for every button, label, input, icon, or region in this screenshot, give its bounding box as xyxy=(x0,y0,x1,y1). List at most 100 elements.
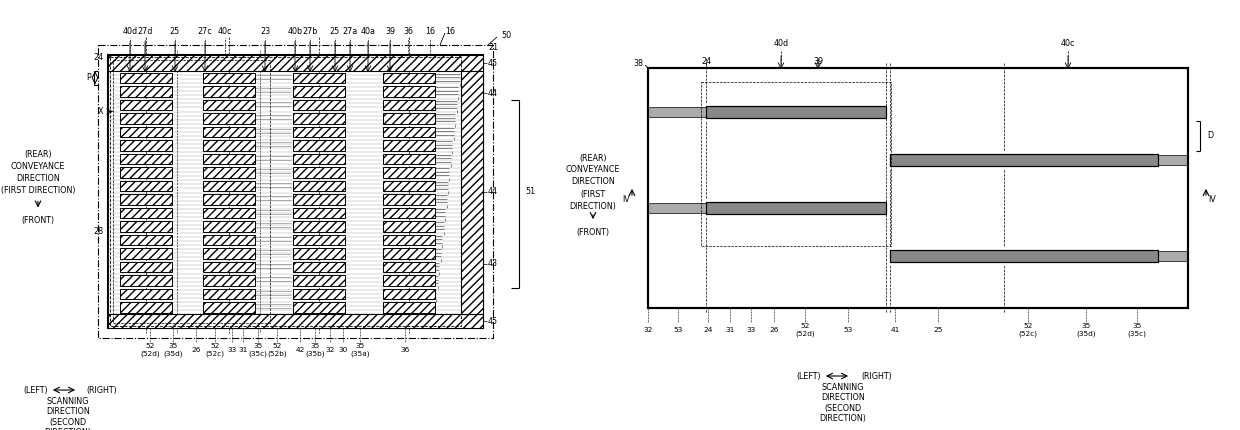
Bar xyxy=(120,275,172,286)
Bar xyxy=(706,202,887,214)
Text: 21: 21 xyxy=(489,43,498,52)
Bar xyxy=(203,194,255,205)
Bar xyxy=(203,167,255,178)
Text: 31: 31 xyxy=(725,327,734,333)
Text: 26: 26 xyxy=(769,327,779,333)
Text: 40b: 40b xyxy=(288,27,303,36)
Bar xyxy=(293,261,345,272)
Text: 24: 24 xyxy=(93,52,103,61)
Text: 24: 24 xyxy=(703,327,713,333)
Text: 26: 26 xyxy=(191,347,201,353)
Text: 35
(35c): 35 (35c) xyxy=(1127,323,1147,337)
Text: 35
(35d): 35 (35d) xyxy=(1076,323,1096,337)
Text: 33: 33 xyxy=(746,327,755,333)
Text: 27d: 27d xyxy=(138,27,153,36)
Bar xyxy=(120,140,172,150)
Bar xyxy=(293,113,345,123)
Bar xyxy=(293,154,345,164)
Text: CONVEYANCE: CONVEYANCE xyxy=(11,162,66,171)
Text: (RIGHT): (RIGHT) xyxy=(862,372,893,381)
Bar xyxy=(383,302,435,313)
Bar xyxy=(203,126,255,137)
Bar xyxy=(120,248,172,258)
Bar xyxy=(203,140,255,150)
Text: 32: 32 xyxy=(325,347,335,353)
Bar xyxy=(110,57,461,326)
Bar xyxy=(120,208,172,218)
Bar xyxy=(108,55,484,328)
Bar xyxy=(120,221,172,231)
Bar xyxy=(203,302,255,313)
Bar xyxy=(890,246,1158,264)
Text: 31: 31 xyxy=(238,347,248,353)
Text: 39: 39 xyxy=(813,56,823,65)
Bar xyxy=(293,208,345,218)
Bar xyxy=(649,107,706,117)
Bar xyxy=(120,234,172,245)
Text: DIRECTION): DIRECTION) xyxy=(820,414,867,423)
Text: 52
(52c): 52 (52c) xyxy=(206,343,224,357)
Text: 33: 33 xyxy=(227,347,237,353)
Text: DIRECTION): DIRECTION) xyxy=(569,202,616,211)
Bar xyxy=(293,194,345,205)
Bar xyxy=(120,261,172,272)
Bar xyxy=(383,73,435,83)
Text: 24: 24 xyxy=(701,56,711,65)
Bar xyxy=(890,154,1158,166)
Bar xyxy=(383,126,435,137)
Text: 52
(52d): 52 (52d) xyxy=(140,343,160,357)
Text: 35
(35a): 35 (35a) xyxy=(350,343,370,357)
Bar xyxy=(890,249,1158,261)
Bar xyxy=(383,113,435,123)
Bar xyxy=(120,99,172,110)
Bar xyxy=(293,181,345,191)
Bar xyxy=(890,154,1158,166)
Text: 25: 25 xyxy=(330,27,340,36)
Text: IV: IV xyxy=(622,196,630,205)
Bar xyxy=(890,150,1158,169)
Bar xyxy=(203,234,255,245)
Bar xyxy=(293,99,345,110)
Bar xyxy=(649,68,1188,308)
Text: DIRECTION: DIRECTION xyxy=(572,178,615,187)
Text: P: P xyxy=(87,73,91,82)
Bar xyxy=(890,154,1158,166)
Text: 27c: 27c xyxy=(197,27,212,36)
Text: 35
(35d): 35 (35d) xyxy=(164,343,182,357)
Bar xyxy=(293,234,345,245)
Text: 41: 41 xyxy=(890,327,900,333)
Text: 44: 44 xyxy=(489,89,498,98)
Bar xyxy=(383,289,435,299)
Bar xyxy=(890,249,1158,261)
Text: (SECOND: (SECOND xyxy=(50,418,87,427)
Bar xyxy=(203,289,255,299)
Bar xyxy=(293,302,345,313)
Text: (REAR): (REAR) xyxy=(25,150,52,159)
Bar xyxy=(120,289,172,299)
Text: 27a: 27a xyxy=(342,27,357,36)
Text: (LEFT): (LEFT) xyxy=(24,386,48,394)
Bar xyxy=(293,73,345,83)
Bar xyxy=(1158,251,1188,261)
Text: 16: 16 xyxy=(445,27,455,36)
Bar xyxy=(293,167,345,178)
Bar xyxy=(383,99,435,110)
Bar xyxy=(1158,154,1188,165)
Text: 23: 23 xyxy=(260,27,270,36)
Bar xyxy=(383,208,435,218)
Bar xyxy=(293,126,345,137)
Text: 38: 38 xyxy=(632,58,644,68)
Bar xyxy=(890,249,1158,261)
Bar xyxy=(383,248,435,258)
Bar xyxy=(120,154,172,164)
Bar xyxy=(120,181,172,191)
Bar xyxy=(120,73,172,83)
Bar xyxy=(383,221,435,231)
Text: SCANNING: SCANNING xyxy=(822,384,864,393)
Bar xyxy=(203,113,255,123)
Text: 36: 36 xyxy=(403,27,413,36)
Bar xyxy=(293,289,345,299)
Bar xyxy=(706,199,887,217)
Text: 40a: 40a xyxy=(361,27,376,36)
Bar xyxy=(383,86,435,96)
